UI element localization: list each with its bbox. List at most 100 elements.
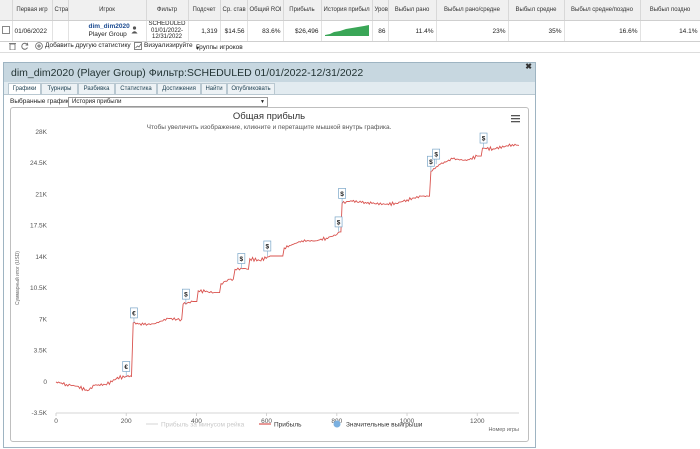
column-header[interactable]: Первая игр bbox=[12, 0, 53, 21]
mid-late-cell: 16.6% bbox=[564, 20, 641, 42]
y-tick-label: 17.5K bbox=[30, 223, 48, 230]
big-win-flag bbox=[479, 132, 488, 144]
chart-svg[interactable]: Общая прибыль Чтобы увеличить изображени… bbox=[11, 108, 528, 441]
big-win-flag bbox=[338, 188, 346, 199]
player-stats-table: Первая игр Стра Игрок Фильтр Подсчет Ср.… bbox=[0, 0, 700, 42]
y-tick-label: 0 bbox=[43, 379, 47, 386]
x-tick-label: 600 bbox=[261, 418, 272, 425]
trash-icon[interactable] bbox=[9, 42, 16, 50]
row-checkbox-cell[interactable] bbox=[0, 20, 13, 42]
tab-tournaments[interactable]: Турниры bbox=[41, 83, 78, 94]
chart-axes: -3.5K 0 3.5K 7K 10.5K 14K 17.5K 21K 24.5K 28K 0 200… bbox=[30, 129, 519, 425]
x-axis-title: Номер игры bbox=[488, 427, 519, 433]
chart-markers: €€$$$$$$$$ bbox=[122, 132, 488, 377]
big-win-flag-label: $ bbox=[429, 159, 433, 166]
count-cell: 1,319 bbox=[188, 20, 221, 42]
player-name-link[interactable]: dim_dim2020 bbox=[88, 23, 130, 30]
y-tick-label: 3.5K bbox=[34, 348, 48, 355]
filter-line: 01/01/2022- bbox=[150, 27, 184, 34]
y-tick-label: 14K bbox=[35, 254, 47, 261]
y-axis-title: Суммарный итог (USD) bbox=[14, 251, 21, 305]
profit-history-cell bbox=[321, 20, 373, 42]
chevron-down-icon: ▼ bbox=[260, 99, 265, 105]
profit-cell: $26,496 bbox=[283, 20, 322, 42]
column-header[interactable]: Подсчет bbox=[188, 0, 221, 21]
column-header[interactable]: Стра bbox=[52, 0, 69, 21]
column-header bbox=[0, 0, 13, 21]
x-tick-label: 0 bbox=[54, 418, 58, 425]
filter-cell: SCHEDULED 01/01/2022- 12/31/2022 bbox=[146, 20, 189, 42]
filter-line: SCHEDULED bbox=[148, 21, 186, 28]
late-cell: 14.1% bbox=[640, 20, 700, 42]
x-tick-label: 1200 bbox=[470, 418, 485, 425]
first-game-cell: 01/06/2022 bbox=[12, 20, 53, 42]
panel-title: dim_dim2020 (Player Group) Фильтр:SCHEDU… bbox=[11, 67, 364, 79]
filter-line: 12/31/2022 bbox=[151, 34, 183, 41]
chart-legend[interactable]: Прибыль за минусом рейка Прибыль Значитель… bbox=[146, 420, 423, 428]
chart-icon bbox=[134, 42, 142, 50]
tab-breakdown[interactable]: Разбивка bbox=[78, 83, 115, 94]
avg-stake-cell: $14.56 bbox=[220, 20, 248, 42]
y-tick-label: -3.5K bbox=[31, 410, 47, 417]
column-header[interactable]: Прибыль bbox=[283, 0, 322, 21]
big-win-flag bbox=[237, 253, 246, 264]
chart-subtitle: Чтобы увеличить изображение, кликните и … bbox=[147, 123, 392, 131]
level-cell: 86 bbox=[372, 20, 389, 42]
close-icon[interactable]: ✖ bbox=[525, 62, 532, 71]
chart-title: Общая прибыль bbox=[233, 111, 305, 122]
column-header[interactable]: Фильтр bbox=[146, 0, 189, 21]
column-header[interactable]: Выбыл средне bbox=[508, 0, 565, 21]
column-header[interactable]: Уров bbox=[372, 0, 389, 21]
chart-series bbox=[55, 143, 520, 392]
row-checkbox[interactable] bbox=[2, 26, 10, 34]
tab-graphs[interactable]: Графики bbox=[8, 83, 41, 94]
tab-statistics[interactable]: Статистика bbox=[115, 83, 157, 94]
y-tick-label: 7K bbox=[39, 316, 48, 323]
column-header[interactable]: Выбыл рано bbox=[388, 0, 437, 21]
player-group-icon[interactable] bbox=[131, 26, 138, 34]
add-icon bbox=[35, 42, 43, 50]
big-win-flag-label: $ bbox=[434, 152, 438, 159]
column-header[interactable]: Общий ROI bbox=[247, 0, 284, 21]
tab-find[interactable]: Найти bbox=[201, 83, 227, 94]
panel-header: dim_dim2020 (Player Group) Фильтр:SCHEDU… bbox=[4, 63, 535, 83]
player-cell: dim_dim2020 Player Group bbox=[68, 20, 147, 42]
profit-chart[interactable]: Общая прибыль Чтобы увеличить изображени… bbox=[10, 107, 529, 442]
legend-item-label: Прибыль за минусом рейка bbox=[161, 420, 245, 428]
early-cell: 11.4% bbox=[388, 20, 437, 42]
column-header[interactable]: Выбыл рано/средне bbox=[436, 0, 509, 21]
column-header[interactable]: История прибыл bbox=[321, 0, 373, 21]
x-tick-label: 400 bbox=[191, 418, 202, 425]
player-group-label: Player Group bbox=[88, 31, 127, 38]
big-win-flag-label: $ bbox=[337, 219, 341, 226]
column-header[interactable]: Выбыл средне/поздно bbox=[564, 0, 641, 21]
visualize-button[interactable]: Визуализируйте bbox=[144, 42, 193, 49]
mid-cell: 35% bbox=[508, 20, 565, 42]
big-win-flag-label: $ bbox=[266, 243, 270, 250]
y-tick-label: 24.5K bbox=[30, 160, 48, 167]
big-win-flag bbox=[263, 240, 272, 252]
graph-select[interactable]: История прибыли ▼ bbox=[68, 97, 268, 107]
x-tick-label: 1000 bbox=[400, 418, 415, 425]
big-win-flag-label: $ bbox=[184, 292, 188, 299]
column-header[interactable]: Игрок bbox=[68, 0, 147, 21]
legend-item-label: Прибыль bbox=[274, 420, 302, 428]
column-header[interactable]: Ср. став bbox=[220, 0, 248, 21]
y-tick-label: 28K bbox=[35, 129, 47, 136]
big-win-flag bbox=[427, 155, 435, 167]
refresh-icon[interactable] bbox=[21, 42, 29, 50]
legend-item-label: Значительные выигрыши bbox=[346, 421, 423, 428]
graph-select-label: Выбранные графики: bbox=[10, 98, 75, 105]
player-detail-panel: dim_dim2020 (Player Group) Фильтр:SCHEDU… bbox=[3, 62, 536, 448]
tab-publish[interactable]: Опубликовать bbox=[227, 83, 275, 94]
column-header[interactable]: Выбыл поздно bbox=[640, 0, 700, 21]
big-win-flag-label: € bbox=[132, 310, 136, 317]
series-line-profit bbox=[55, 143, 520, 392]
chart-menu-icon[interactable] bbox=[511, 115, 520, 123]
table-row[interactable]: 01/06/2022 dim_dim2020 Player Group SCHE… bbox=[0, 20, 700, 42]
add-stats-button[interactable]: Добавить другую статистику bbox=[45, 42, 131, 49]
chevron-down-icon: ▾ bbox=[196, 45, 200, 52]
tab-achievements[interactable]: Достижения bbox=[157, 83, 201, 94]
table-toolbar: Добавить другую статистику Визуализируйт… bbox=[0, 40, 700, 53]
table-header-row: Первая игр Стра Игрок Фильтр Подсчет Ср.… bbox=[0, 0, 700, 21]
